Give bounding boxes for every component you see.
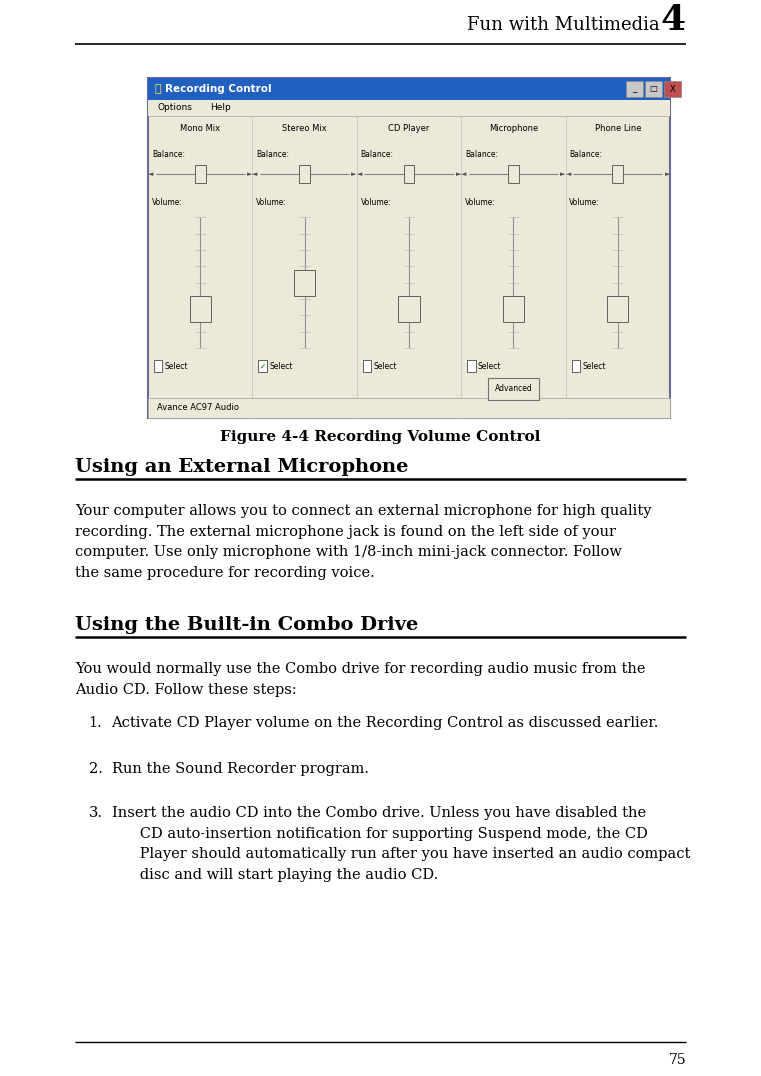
Bar xyxy=(189,296,211,322)
FancyBboxPatch shape xyxy=(626,81,642,97)
Bar xyxy=(508,166,519,183)
Text: Microphone: Microphone xyxy=(489,124,538,132)
Bar xyxy=(148,398,670,417)
FancyBboxPatch shape xyxy=(148,77,670,100)
Bar xyxy=(403,166,414,183)
Text: Advanced: Advanced xyxy=(495,384,532,394)
Text: Select: Select xyxy=(164,362,188,371)
Text: Balance:: Balance: xyxy=(361,151,393,159)
Text: ►: ► xyxy=(352,171,357,178)
Text: Help: Help xyxy=(210,103,231,113)
Text: Balance:: Balance: xyxy=(256,151,289,159)
Text: □: □ xyxy=(649,85,658,94)
Text: Mono Mix: Mono Mix xyxy=(180,124,220,132)
Text: ◄: ◄ xyxy=(253,171,258,178)
Text: Select: Select xyxy=(582,362,606,371)
FancyBboxPatch shape xyxy=(664,81,680,97)
Bar xyxy=(363,360,371,372)
FancyBboxPatch shape xyxy=(148,100,670,116)
Text: Options: Options xyxy=(157,103,192,113)
Text: Balance:: Balance: xyxy=(465,151,498,159)
Text: Volume:: Volume: xyxy=(569,198,600,207)
Text: Volume:: Volume: xyxy=(465,198,496,207)
Text: 75: 75 xyxy=(668,1053,686,1067)
FancyBboxPatch shape xyxy=(488,378,540,399)
Text: ►: ► xyxy=(456,171,461,178)
Text: Your computer allows you to connect an external microphone for high quality
reco: Your computer allows you to connect an e… xyxy=(75,504,651,580)
Bar xyxy=(259,360,267,372)
Bar xyxy=(503,296,524,322)
Text: Figure 4-4 Recording Volume Control: Figure 4-4 Recording Volume Control xyxy=(221,430,540,444)
Text: ►: ► xyxy=(247,171,253,178)
Text: 3.: 3. xyxy=(89,806,103,820)
Text: _: _ xyxy=(632,85,636,94)
Bar xyxy=(607,296,629,322)
Bar xyxy=(398,296,419,322)
Text: Select: Select xyxy=(478,362,501,371)
Text: ✓: ✓ xyxy=(260,362,266,371)
Bar xyxy=(299,166,310,183)
Text: ►: ► xyxy=(664,171,670,178)
FancyBboxPatch shape xyxy=(645,81,661,97)
Text: Select: Select xyxy=(269,362,293,371)
Text: ◄: ◄ xyxy=(357,171,362,178)
Text: 2.: 2. xyxy=(89,762,103,776)
Text: Recording Control: Recording Control xyxy=(164,84,272,94)
Text: 4: 4 xyxy=(661,3,686,37)
Text: Activate CD Player volume on the Recording Control as discussed earlier.: Activate CD Player volume on the Recordi… xyxy=(112,716,659,730)
Bar xyxy=(613,166,623,183)
Bar xyxy=(195,166,205,183)
Text: Balance:: Balance: xyxy=(569,151,603,159)
Text: Volume:: Volume: xyxy=(361,198,391,207)
Text: 1.: 1. xyxy=(89,716,103,730)
Bar xyxy=(294,270,315,296)
Text: Using an External Microphone: Using an External Microphone xyxy=(75,458,409,476)
Bar xyxy=(154,360,162,372)
Text: Avance AC97 Audio: Avance AC97 Audio xyxy=(157,404,239,412)
Text: Fun with Multimedia: Fun with Multimedia xyxy=(466,16,670,34)
Text: Volume:: Volume: xyxy=(256,198,287,207)
Text: X: X xyxy=(670,85,675,94)
Text: Phone Line: Phone Line xyxy=(594,124,641,132)
Text: CD Player: CD Player xyxy=(388,124,430,132)
Text: Volume:: Volume: xyxy=(151,198,183,207)
Text: ◄: ◄ xyxy=(565,171,571,178)
Text: Balance:: Balance: xyxy=(151,151,185,159)
Text: Insert the audio CD into the Combo drive. Unless you have disabled the
      CD : Insert the audio CD into the Combo drive… xyxy=(112,806,690,882)
Bar xyxy=(467,360,476,372)
FancyBboxPatch shape xyxy=(148,77,670,417)
Text: ◄: ◄ xyxy=(461,171,466,178)
Bar xyxy=(572,360,580,372)
Text: Stereo Mix: Stereo Mix xyxy=(282,124,327,132)
Text: Run the Sound Recorder program.: Run the Sound Recorder program. xyxy=(112,762,368,776)
Text: Using the Built-in Combo Drive: Using the Built-in Combo Drive xyxy=(75,615,419,634)
Text: Select: Select xyxy=(374,362,397,371)
Text: ◄: ◄ xyxy=(148,171,153,178)
Text: ►: ► xyxy=(560,171,565,178)
Text: ⓘ: ⓘ xyxy=(154,84,161,94)
Text: You would normally use the Combo drive for recording audio music from the
Audio : You would normally use the Combo drive f… xyxy=(75,662,645,696)
